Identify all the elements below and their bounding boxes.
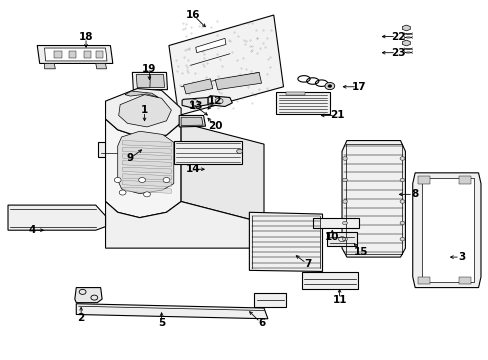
Text: 21: 21 xyxy=(329,111,344,121)
Text: 6: 6 xyxy=(257,319,264,328)
Circle shape xyxy=(119,190,126,195)
Polygon shape xyxy=(249,212,322,271)
Bar xyxy=(96,51,103,58)
Circle shape xyxy=(143,192,150,197)
Bar xyxy=(327,232,356,246)
Circle shape xyxy=(399,237,404,241)
Polygon shape xyxy=(75,288,102,303)
Polygon shape xyxy=(105,89,181,137)
Text: 1: 1 xyxy=(141,105,148,115)
Bar xyxy=(285,92,305,95)
Text: 22: 22 xyxy=(390,32,405,41)
Bar xyxy=(173,140,242,164)
Circle shape xyxy=(399,200,404,203)
Circle shape xyxy=(342,221,346,225)
Polygon shape xyxy=(122,140,171,147)
Polygon shape xyxy=(76,304,267,319)
Circle shape xyxy=(342,237,346,241)
Text: 16: 16 xyxy=(185,10,200,20)
Text: 4: 4 xyxy=(29,225,36,235)
Text: 18: 18 xyxy=(79,32,93,41)
Text: 2: 2 xyxy=(78,313,84,323)
Circle shape xyxy=(163,177,169,183)
Polygon shape xyxy=(402,40,409,46)
Bar xyxy=(312,218,358,228)
Polygon shape xyxy=(182,98,207,108)
Text: 23: 23 xyxy=(390,48,405,58)
Polygon shape xyxy=(122,154,171,160)
Polygon shape xyxy=(8,205,105,230)
Circle shape xyxy=(342,157,346,160)
Text: 3: 3 xyxy=(457,252,464,262)
Text: 12: 12 xyxy=(207,96,222,106)
Bar xyxy=(98,142,152,157)
Circle shape xyxy=(399,178,404,182)
Text: 17: 17 xyxy=(351,82,366,92)
Polygon shape xyxy=(412,173,480,288)
Polygon shape xyxy=(105,202,273,248)
Text: 7: 7 xyxy=(304,259,311,269)
Polygon shape xyxy=(122,167,171,173)
Polygon shape xyxy=(125,91,158,98)
Polygon shape xyxy=(122,174,171,180)
Bar xyxy=(417,176,429,184)
Circle shape xyxy=(342,178,346,182)
Circle shape xyxy=(114,177,121,183)
Text: 20: 20 xyxy=(207,121,222,131)
Polygon shape xyxy=(181,123,264,223)
Circle shape xyxy=(342,200,346,203)
Polygon shape xyxy=(422,178,473,282)
Polygon shape xyxy=(136,75,164,87)
Text: 5: 5 xyxy=(158,319,165,328)
Text: 19: 19 xyxy=(142,64,156,74)
Bar xyxy=(276,92,329,114)
Bar xyxy=(417,277,429,284)
Text: 10: 10 xyxy=(325,232,339,242)
Polygon shape xyxy=(207,96,232,107)
Bar xyxy=(302,272,357,289)
Bar xyxy=(69,51,76,58)
Circle shape xyxy=(399,157,404,160)
Bar xyxy=(83,51,91,58)
Polygon shape xyxy=(122,161,171,167)
Polygon shape xyxy=(44,48,107,61)
Polygon shape xyxy=(179,116,205,127)
Text: 11: 11 xyxy=(332,295,346,305)
Text: 8: 8 xyxy=(411,189,418,199)
Circle shape xyxy=(327,85,331,87)
Polygon shape xyxy=(402,25,409,31)
Polygon shape xyxy=(215,72,261,90)
Polygon shape xyxy=(122,187,171,193)
Polygon shape xyxy=(132,72,167,90)
Text: 13: 13 xyxy=(188,102,203,112)
Polygon shape xyxy=(341,140,405,257)
Polygon shape xyxy=(122,147,171,153)
Circle shape xyxy=(399,221,404,225)
Polygon shape xyxy=(118,131,173,194)
Bar xyxy=(458,176,470,184)
Polygon shape xyxy=(119,95,171,127)
Polygon shape xyxy=(183,79,212,94)
Polygon shape xyxy=(44,63,55,69)
Polygon shape xyxy=(195,39,225,53)
Text: 9: 9 xyxy=(126,153,133,163)
Bar xyxy=(458,277,470,284)
Text: 14: 14 xyxy=(185,164,200,174)
Circle shape xyxy=(236,149,242,153)
Polygon shape xyxy=(105,119,181,218)
Circle shape xyxy=(325,82,334,90)
Polygon shape xyxy=(181,117,203,126)
Polygon shape xyxy=(168,15,283,116)
Bar xyxy=(54,51,61,58)
Polygon shape xyxy=(96,63,106,69)
Polygon shape xyxy=(122,180,171,186)
Bar xyxy=(254,293,285,307)
Polygon shape xyxy=(37,45,113,63)
Text: 15: 15 xyxy=(353,247,368,257)
Circle shape xyxy=(139,177,145,183)
